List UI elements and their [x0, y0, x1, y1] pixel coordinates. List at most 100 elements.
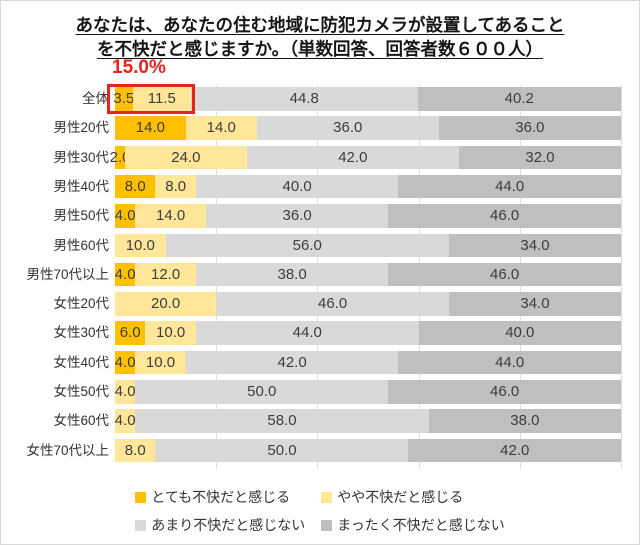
segment-value-label: 42.0 [338, 148, 368, 166]
bar-track: 4.0 12.0 38.0 46.0 [114, 262, 621, 287]
segment-value-label: 38.0 [510, 412, 540, 430]
legend-item-series3: あまり不快だと感じない [135, 515, 305, 535]
bar-segment-series2 [135, 204, 207, 228]
bar-track: 6.0 10.0 44.0 40.0 [115, 321, 621, 345]
bar-segment-series1 [115, 145, 126, 170]
bar-track: -8.050.042.0 [115, 438, 621, 463]
category-label: 男性50代 [53, 208, 109, 224]
bar-row: 男性30代 2.0 24.0 42.0 32.0 [1, 145, 639, 170]
highlight-annotation: 15.0% [112, 57, 166, 78]
bar-row: 女性50代 4.0 50.0 46.0 [1, 380, 639, 404]
segment-value-label: 44.0 [495, 353, 525, 371]
bar-segment-series4 [428, 409, 621, 433]
segment-value-label: 38.0 [277, 265, 307, 283]
category-label: 女性70代以上 [26, 442, 109, 458]
bar-segment-series3 [246, 145, 460, 170]
bar-track: 8.0 8.0 40.0 44.0 [115, 174, 621, 199]
bar-track: 2.0 24.0 42.0 32.0 [110, 145, 621, 170]
segment-value-label: 46.0 [490, 207, 520, 225]
segment-value-label: 50.0 [247, 383, 277, 400]
segment-value-label: 34.0 [520, 236, 550, 254]
segment-value-label: 34.0 [520, 295, 550, 313]
segment-value-label: 44.0 [292, 324, 322, 342]
segment-value-label: 36.0 [515, 119, 545, 137]
bar-segment-series1 [115, 87, 133, 111]
category-label: 男性20代 [53, 120, 109, 136]
bar-segment-series3 [206, 204, 389, 228]
segment-value-label: 14.0 [135, 119, 166, 137]
segment-value-label: 4.0 [114, 265, 136, 283]
bar-track: 4.0 58.0 38.0 [115, 409, 621, 433]
bar-track: -20.046.034.0 [115, 292, 621, 316]
segment-value-label: 3.5 [113, 90, 135, 107]
bar-row: 男性20代 14.0 14.0 36.0 36.0 [1, 116, 639, 140]
legend-swatch-icon [321, 519, 333, 531]
legend: とても不快だと感じる やや不快だと感じる あまり不快だと感じない まったく不快だと感じ… [1, 487, 639, 535]
segment-value-label: 44.8 [289, 90, 319, 107]
bar-segment-series3 [165, 233, 449, 257]
category-label: 男性60代 [53, 237, 109, 253]
segment-value-label: 32.0 [525, 148, 555, 166]
legend-label: あまり不快だと感じない [151, 517, 306, 533]
bar-row: 男性60代-10.056.034.0 [1, 233, 639, 257]
segment-value-label: 50.0 [267, 441, 297, 459]
bar-segment-series4 [418, 321, 621, 345]
segment-value-label: 14.0 [156, 207, 186, 225]
segment-value-label: 42.0 [277, 353, 307, 371]
bar-segment-series1 [115, 350, 136, 375]
segment-value-label: 4.0 [114, 412, 136, 430]
segment-value-label: 4.0 [114, 383, 136, 400]
bar-track: 4.0 10.0 42.0 44.0 [114, 350, 621, 375]
legend-item-series4: まったく不快だと感じない [321, 515, 505, 535]
segment-value-label: 58.0 [267, 412, 297, 430]
segment-value-label: 12.0 [150, 265, 181, 283]
segment-value-label: 8.0 [124, 177, 146, 195]
bar-segment-series2 [155, 174, 196, 199]
segment-value-label: 40.2 [504, 90, 534, 107]
segment-value-label: 14.0 [206, 119, 236, 137]
bar-segment-series2 [125, 145, 247, 170]
bar-row: 女性70代以上 -8.050.042.0 [1, 438, 639, 463]
category-label: 男性70代以上 [26, 266, 109, 282]
bar-segment-series2 [145, 321, 196, 345]
bar-row: 女性40代 4.0 10.0 42.0 44.0 [1, 350, 639, 375]
bar-segment-series3 [185, 350, 399, 375]
segment-value-label: 40.0 [282, 177, 312, 195]
category-label: 女性20代 [53, 296, 109, 312]
bar-segment-series2 [115, 409, 136, 433]
bar-segment-series4 [388, 380, 621, 404]
category-label: 男性40代 [53, 178, 109, 194]
category-label: 全体 [82, 91, 109, 106]
bar-segment-series2 [115, 292, 217, 316]
plot-area: 全体 3.5 11.5 44.8 40.2 男性20代 14.0 14.0 36.0 36.0 男性… [1, 83, 639, 469]
segment-value-label: 11.5 [147, 90, 176, 107]
bar-track: 4.0 50.0 46.0 [115, 380, 621, 404]
bar-segment-series3 [135, 409, 429, 433]
legend-item-series2: やや不快だと感じる [321, 487, 463, 507]
segment-value-label: 46.0 [490, 383, 520, 400]
segment-value-label: 24.0 [171, 148, 201, 166]
bar-row: 男性70代以上 4.0 12.0 38.0 46.0 [1, 262, 639, 287]
legend-label: まったく不快だと感じない [337, 517, 505, 533]
bar-row: 女性60代 4.0 58.0 38.0 [1, 409, 639, 433]
segment-value-label: 46.0 [317, 295, 348, 313]
segment-value-label: 10.0 [156, 324, 186, 342]
bar-segment-series4 [448, 233, 621, 257]
category-label: 女性30代 [53, 325, 109, 341]
bar-segment-series4 [448, 292, 621, 316]
highlight-box [107, 83, 195, 114]
segment-value-label: 56.0 [292, 236, 322, 254]
segment-value-label: 20.0 [150, 295, 181, 313]
bar-segment-series3 [256, 116, 439, 140]
chart-title-line1: あなたは、あなたの住む地域に防犯カメラが設置してあること [75, 15, 565, 35]
segment-value-label: 10.0 [145, 353, 176, 371]
bar-row: 男性50代 4.0 14.0 36.0 46.0 [1, 204, 639, 228]
bar-row: 女性30代 6.0 10.0 44.0 40.0 [1, 321, 639, 345]
segment-value-label: 4.0 [114, 353, 136, 371]
bar-segment-series1 [115, 116, 186, 140]
category-label: 女性50代 [53, 384, 109, 399]
bar-segment-series3 [195, 262, 389, 287]
category-label: 女性60代 [53, 413, 109, 429]
bar-segment-series3 [190, 87, 418, 111]
